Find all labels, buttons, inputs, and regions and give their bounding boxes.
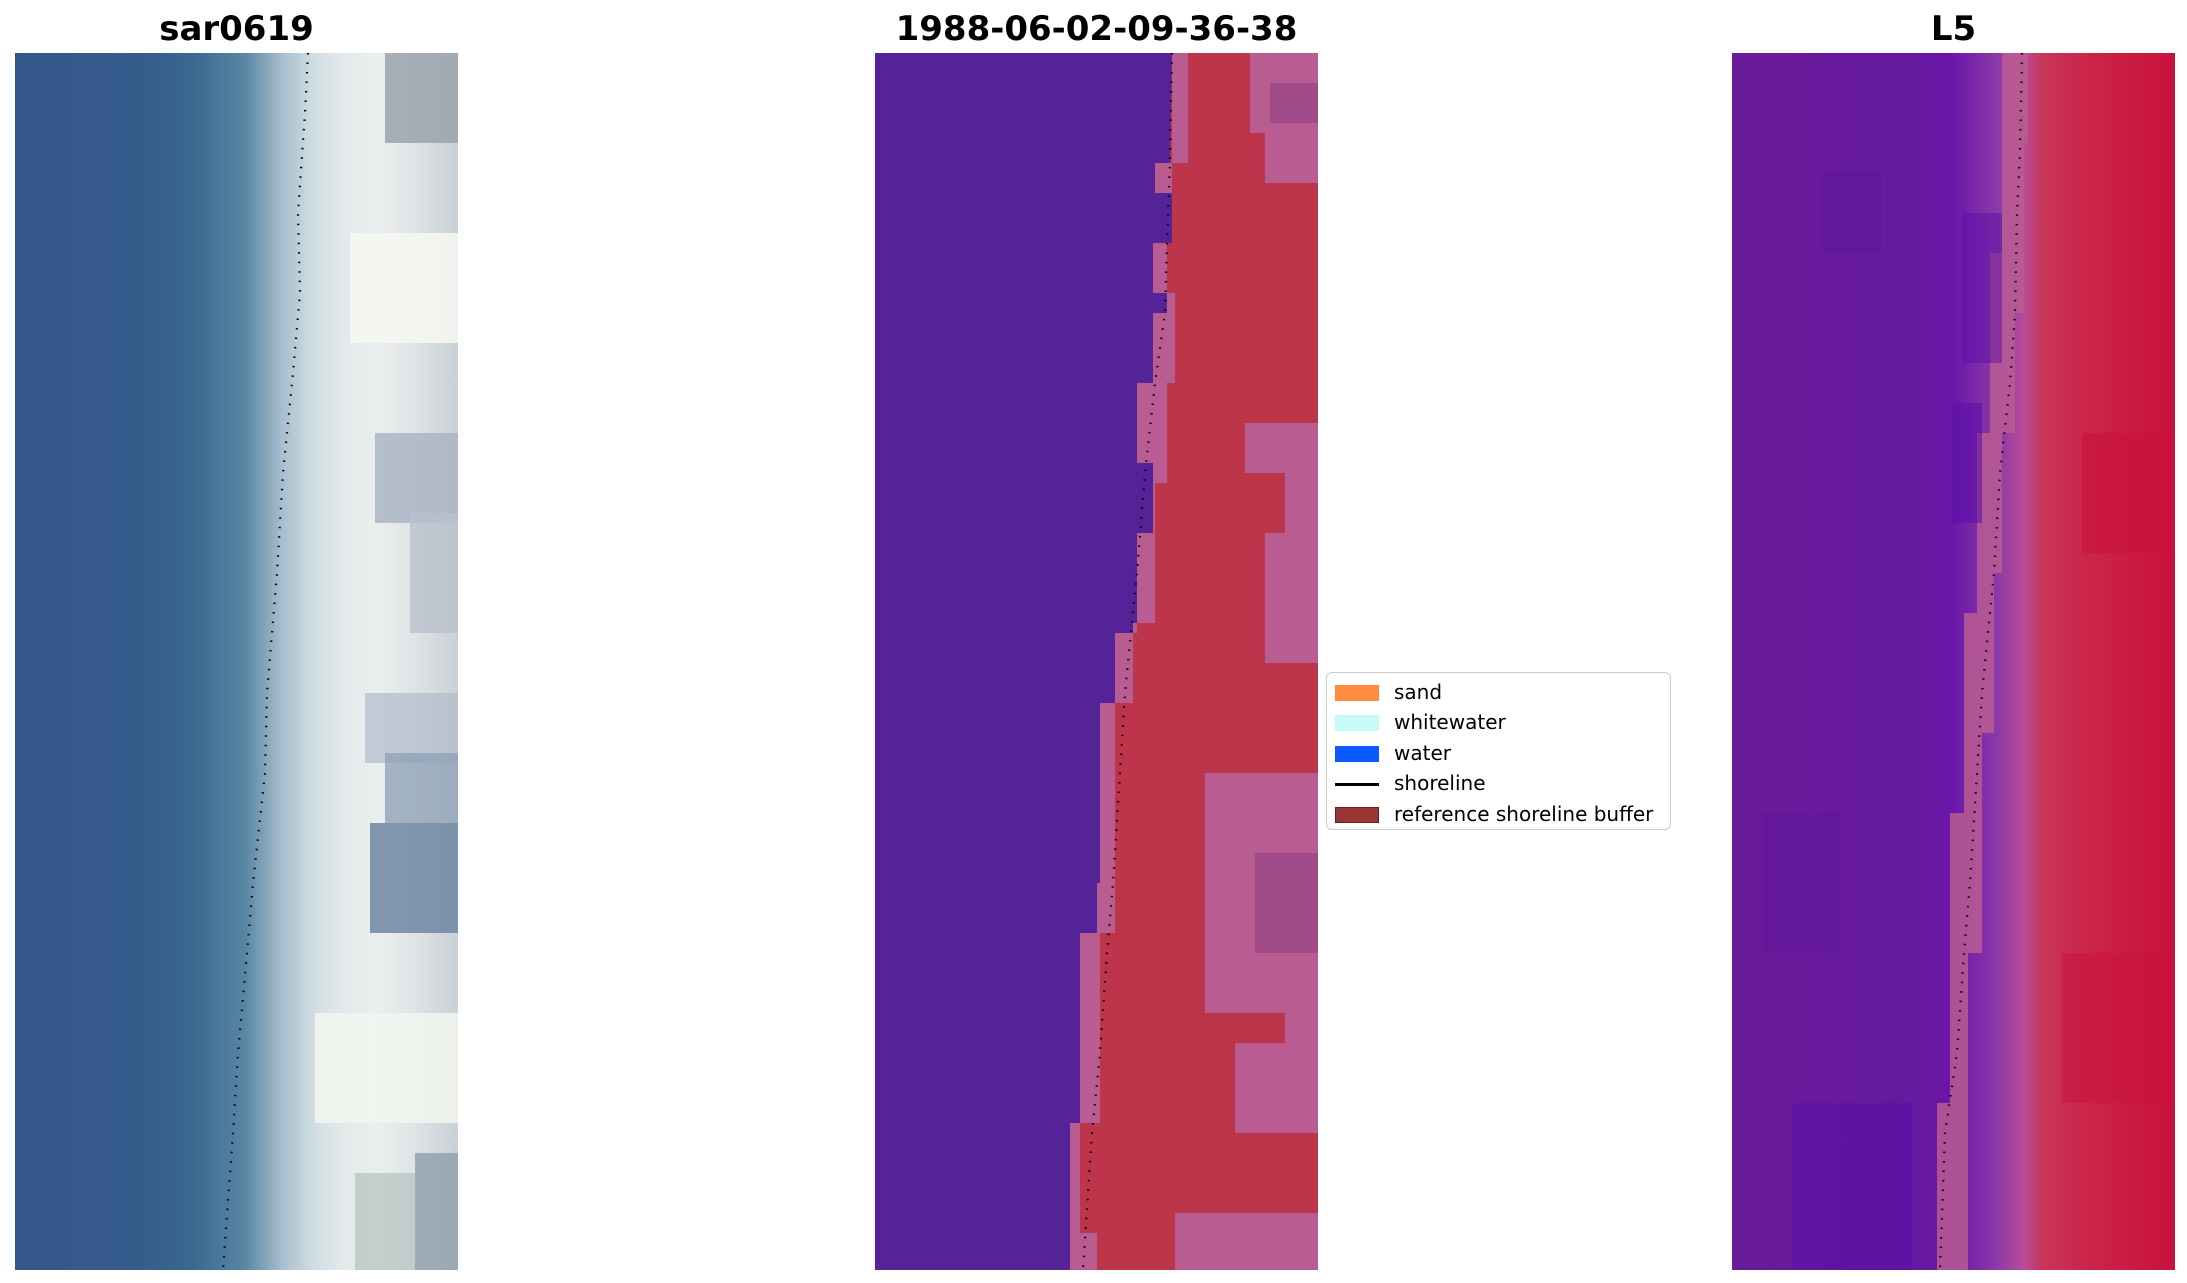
classification-image-panel: [875, 53, 1318, 1270]
panel-title-rgb: sar0619: [159, 9, 314, 49]
legend-label-shoreline: shoreline: [1394, 771, 1486, 796]
legend-label-whitewater: whitewater: [1394, 710, 1506, 735]
classification-image: [1070, 53, 1318, 1270]
legend-item-shoreline: shoreline: [1327, 768, 1670, 798]
legend-swatch-reference-buffer: [1335, 806, 1379, 823]
legend-label-reference-buffer: reference shoreline buffer: [1394, 801, 1654, 826]
index-image: [1762, 53, 2175, 1270]
panel-title-classification: 1988-06-02-09-36-38: [895, 9, 1298, 49]
legend: sand whitewater water shoreline referenc…: [1326, 672, 1671, 830]
rgb-image: [221, 53, 458, 1270]
legend-item-water: water: [1327, 738, 1670, 768]
legend-item-whitewater: whitewater: [1327, 707, 1670, 737]
legend-swatch-sand: [1335, 685, 1379, 701]
legend-swatch-water: [1335, 745, 1379, 762]
index-image-panel: [1732, 53, 2175, 1270]
legend-line-shoreline: [1335, 783, 1379, 787]
legend-label-water: water: [1394, 740, 1451, 765]
legend-item-sand: sand: [1327, 677, 1670, 707]
legend-item-reference-buffer: reference shoreline buffer: [1327, 799, 1670, 829]
panel-title-index: L5: [1930, 9, 1977, 49]
legend-swatch-whitewater: [1335, 715, 1379, 732]
rgb-image-panel: [15, 53, 458, 1270]
legend-label-sand: sand: [1394, 680, 1443, 704]
